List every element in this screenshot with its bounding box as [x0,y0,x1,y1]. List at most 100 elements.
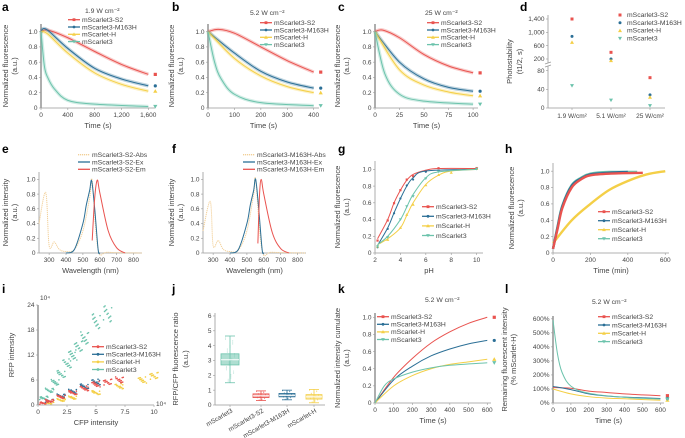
data-point [121,384,124,386]
x-axis-label: Time (min) [593,266,629,275]
legend-marker [381,330,385,334]
series-line-mscarlet3-s2 [374,316,488,404]
data-point [51,380,53,382]
data-point [107,317,110,319]
legend-label: mScarlet-H [391,329,425,336]
data-point [39,397,42,399]
y-tick-label: 0.4 [28,75,37,82]
legend-marker [431,43,435,47]
data-point [375,245,380,249]
data-point [108,316,111,318]
x-tick-label: 25 W/cm² [636,113,665,120]
data-point [311,401,313,403]
x-axis-label: Wavelength (nm) [62,266,119,275]
data-point [74,393,76,396]
x-tick-label: 10 [473,257,481,264]
y-tick-label: 1.0 [28,29,37,36]
legend-label: mScarlet3 [274,42,305,49]
end-marker [319,86,323,90]
series-line-mscarlet3 [377,168,477,246]
data-point [87,386,89,388]
legend-label: mScarlet3-M163H [441,27,496,34]
data-point [226,351,228,353]
data-point [38,403,41,405]
data-point [104,381,106,383]
data-point [51,398,53,401]
data-point [449,171,453,174]
legend-item-mscarlet3-m163h-ex: mScarlet3-M163H-Ex [243,159,323,166]
x-tick-label: 800 [89,112,100,119]
legend-item-mscarlet3-m163h: mScarlet3-M163H [260,27,329,34]
legend-item-mscarlet3-m163h: mScarlet3-M163H [92,352,161,359]
y-axis-label: (a.u.) [10,203,19,221]
data-point [392,202,396,205]
data-point [398,218,403,222]
data-point [47,401,49,404]
y-tick-label: 0.8 [362,183,371,190]
x-tick-label: 400 [62,112,73,119]
legend-item-mscarlet-h: mScarlet-H [92,359,140,366]
data-point [58,399,60,401]
data-point [609,58,613,63]
y-tick-label: 0 [546,250,550,257]
data-point [79,383,82,386]
data-point [46,400,49,402]
y-axis-label: Normalized fluorescence [507,167,516,250]
legend-item-mscarlet3-m163h-abs: mScarlet3-M163H-Abs [243,152,326,159]
data-point [75,388,78,391]
panel-label: h [505,142,512,156]
x-tick-label: 100 [388,407,399,414]
chart-title: 5.2 W cm⁻² [592,299,627,306]
legend-marker [381,322,385,326]
data-point [87,383,89,386]
data-point [102,380,105,382]
y-tick-label: 0.8 [190,191,199,198]
data-point [51,387,53,390]
legend-label: mScarlet3 [612,236,643,243]
y-tick-label: 0.6 [190,206,199,213]
y-axis-label: (% mScarlet-H) [509,333,518,385]
data-point [75,390,78,392]
data-point [609,98,613,103]
end-marker [477,93,483,98]
y-axis-label: (a.u.) [342,349,351,367]
x-tick-label: 600 [258,257,269,264]
data-point [310,392,312,394]
data-point [98,380,100,383]
x-axis-label: Wavelength (nm) [226,266,283,275]
data-point [233,370,235,372]
data-point [316,390,318,392]
data-point [314,400,316,402]
data-point [64,398,67,401]
data-point [68,391,71,393]
legend-item-mscarlet3: mScarlet3 [68,39,113,46]
legend-item-mscarlet3-m163h: mScarlet3-M163H [422,214,491,221]
y-tick-label: 0 [34,105,38,112]
data-point [392,212,396,215]
legend-marker [431,28,435,32]
x-tick-label: mScarlet3-M163H [242,408,291,438]
data-point [80,331,82,333]
y-tick-label: 0.6 [362,349,371,356]
legend-marker [602,323,606,327]
legend-marker [426,224,430,228]
data-point [570,17,574,21]
data-point [405,205,409,208]
x-axis-label: pH [424,266,434,275]
data-point [91,379,93,381]
legend-item-mscarlet3-s2: mScarlet3-S2 [618,12,668,19]
data-point [108,383,110,386]
y-tick-label: 18 [27,327,35,334]
y-tick-label: 0.2 [28,90,37,97]
y-tick-label: 0.8 [362,332,371,339]
data-point [115,384,118,387]
y-tick-label: 0.2 [195,90,204,97]
legend-marker [602,219,606,223]
x-tick-label: 200 [407,407,418,414]
data-point [475,167,479,171]
legend-label: mScarlet3-M163H-Abs [257,152,326,159]
legend-item-mscarlet3-m163h-em: mScarlet3-M163H-Em [243,167,325,174]
y-tick-label: 0.4 [190,221,199,228]
data-point [118,380,120,383]
x-tick-label: 200 [255,112,266,119]
